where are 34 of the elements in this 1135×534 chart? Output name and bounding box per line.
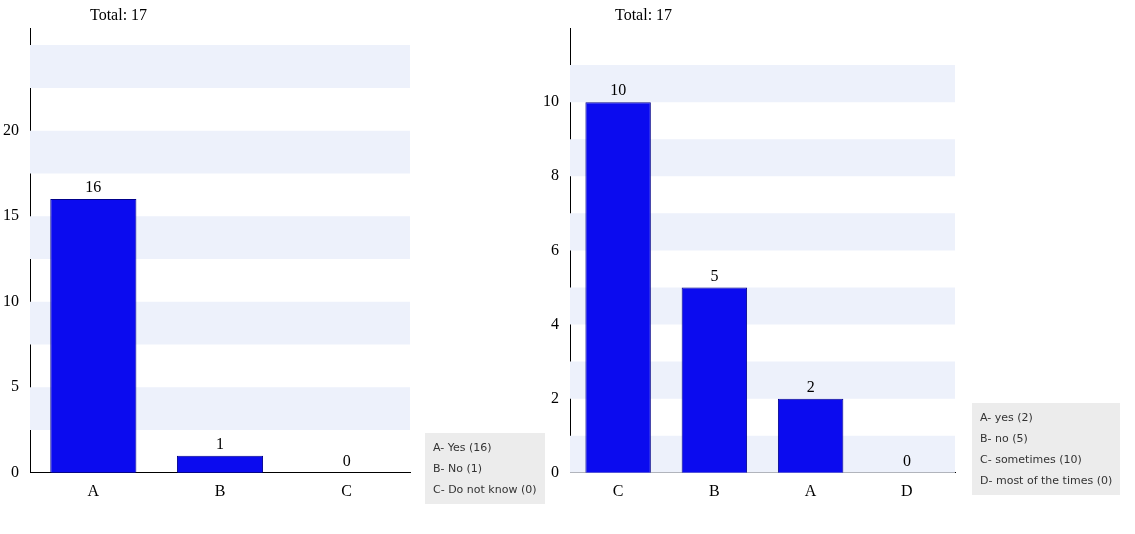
chart-title: Total: 17: [615, 6, 673, 23]
y-tick-label: 4: [551, 314, 559, 332]
y-tick-label: 2: [551, 388, 559, 406]
data-label: 16: [85, 178, 102, 196]
x-tick-label: A: [804, 481, 817, 499]
x-tick-label: C: [612, 481, 624, 499]
data-label: 10: [610, 81, 627, 99]
y-tick-label: 0: [551, 463, 559, 480]
y-tick-label: 0: [11, 463, 19, 480]
text: C- sometimes (10): [980, 452, 1083, 468]
text: A- Yes (16): [433, 440, 493, 456]
text: B- No (1): [433, 461, 484, 477]
text: C- Do not know (0): [433, 482, 537, 498]
y-tick-label: 6: [551, 240, 559, 258]
text: B- no (5): [980, 431, 1029, 447]
data-label: 5: [710, 266, 719, 284]
y-tick-label: 20: [3, 120, 19, 138]
y-tick-label: 10: [543, 92, 559, 110]
y-tick-label: 8: [551, 166, 559, 184]
y-tick-label: 5: [11, 377, 19, 395]
data-label: 2: [806, 377, 815, 395]
x-tick-label: B: [709, 481, 720, 499]
data-label: 1: [216, 434, 224, 452]
x-tick-label: A: [87, 481, 100, 499]
data-label: 0: [342, 452, 351, 469]
x-tick-label: D: [901, 481, 913, 499]
text: D- most of the times (0): [980, 473, 1113, 489]
data-label: 0: [902, 452, 911, 469]
x-tick-label: C: [341, 481, 352, 499]
text: A- yes (2): [980, 410, 1034, 426]
chart-title: Total: 17: [90, 6, 148, 23]
y-tick-label: 15: [3, 206, 19, 224]
y-tick-label: 10: [3, 291, 19, 309]
x-tick-label: B: [214, 481, 226, 499]
